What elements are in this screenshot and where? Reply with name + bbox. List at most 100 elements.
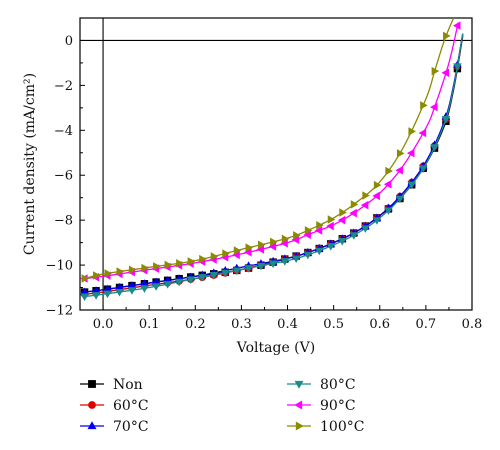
data-point <box>349 208 357 218</box>
y-axis-ticks: 0 −2 −4 −6 −8 −10 −12 <box>46 17 85 319</box>
data-point <box>304 226 313 235</box>
data-point <box>141 263 149 273</box>
data-point <box>431 66 440 76</box>
data-point <box>407 181 416 190</box>
data-point <box>360 200 369 210</box>
legend: Non 60°C 70°C 80°C 90°C 100°C <box>80 377 364 435</box>
data-point <box>418 165 428 173</box>
data-point <box>420 101 428 110</box>
series-line <box>84 35 464 293</box>
data-point <box>293 231 301 240</box>
data-point <box>373 180 382 190</box>
legend-item: 100°C <box>287 419 364 435</box>
x-axis-ticks: 0.0 0.1 0.2 0.3 0.4 0.5 0.6 0.7 0.8 <box>93 305 483 332</box>
data-point <box>187 257 196 266</box>
data-point <box>164 260 173 270</box>
data-point <box>385 166 393 176</box>
data-point <box>361 225 370 233</box>
plot-frame <box>79 17 473 311</box>
x-tick-label: 0.3 <box>231 317 252 332</box>
data-point <box>314 226 323 235</box>
data-point <box>222 249 230 258</box>
legend-marker <box>88 380 96 388</box>
data-point <box>232 267 242 275</box>
legend-item: 70°C <box>80 419 149 435</box>
data-point <box>197 274 207 282</box>
data-point <box>127 287 137 295</box>
data-point <box>349 232 359 240</box>
data-point <box>210 252 219 261</box>
data-point <box>174 278 184 287</box>
data-point <box>452 21 461 30</box>
data-point <box>441 68 450 78</box>
data-point <box>115 288 124 297</box>
data-point <box>337 215 346 225</box>
data-point <box>395 195 405 204</box>
data-point <box>151 283 161 291</box>
data-point <box>408 127 416 136</box>
data-point <box>395 165 403 175</box>
data-point <box>372 217 382 225</box>
data-point <box>176 259 184 268</box>
data-point <box>268 260 278 269</box>
data-point <box>383 179 392 189</box>
data-point <box>327 215 336 224</box>
data-point <box>81 274 90 283</box>
legend-item: 80°C <box>287 377 356 393</box>
legend-label: 80°C <box>320 377 356 393</box>
data-point <box>153 262 161 271</box>
data-point <box>270 237 278 247</box>
y-tick-label: −12 <box>46 304 73 319</box>
legend-item: 90°C <box>287 398 356 414</box>
y-axis-title: Current density (mA/cm²) <box>22 73 38 255</box>
data-point <box>280 258 290 266</box>
legend-label: 100°C <box>320 419 364 435</box>
data-point <box>209 271 218 280</box>
data-point <box>316 221 324 230</box>
data-point <box>221 269 230 278</box>
data-point <box>362 191 370 200</box>
y-tick-label: −10 <box>46 259 73 274</box>
series-line <box>84 33 464 293</box>
data-point <box>441 115 451 124</box>
data-point <box>303 251 313 260</box>
x-tick-label: 0.2 <box>185 317 206 332</box>
y-tick-label: −2 <box>54 79 73 94</box>
y-tick-label: −4 <box>54 124 73 139</box>
legend-label: 70°C <box>113 419 149 435</box>
series-1 <box>80 33 464 298</box>
y-tick-label: −6 <box>54 169 73 184</box>
x-tick-label: 0.0 <box>93 317 114 332</box>
legend-label: Non <box>113 377 143 393</box>
data-point <box>338 237 347 246</box>
data-point <box>384 207 393 215</box>
data-point <box>186 276 195 284</box>
series-3 <box>80 33 464 302</box>
data-point <box>291 255 301 263</box>
data-point <box>257 240 266 250</box>
reference-lines <box>80 18 472 310</box>
data-point <box>314 247 324 256</box>
data-point <box>396 149 405 158</box>
series-line <box>84 33 464 298</box>
data-point <box>406 148 415 158</box>
data-point <box>350 200 359 209</box>
data-point <box>93 271 101 280</box>
data-point <box>140 285 149 293</box>
data-point <box>339 208 347 217</box>
data-point <box>418 128 427 138</box>
data-point <box>103 290 112 299</box>
x-tick-label: 0.6 <box>369 317 390 332</box>
series-line <box>84 18 455 280</box>
legend-label: 60°C <box>113 398 149 414</box>
x-tick-label: 0.8 <box>462 317 483 332</box>
x-tick-label: 0.4 <box>277 317 298 332</box>
x-tick-label: 0.5 <box>323 317 344 332</box>
x-axis-title: Voltage (V) <box>236 340 315 356</box>
data-point <box>326 243 336 251</box>
data-point <box>91 292 101 300</box>
legend-marker <box>87 421 97 430</box>
data-point <box>80 293 89 302</box>
legend-marker <box>294 380 304 389</box>
x-tick-label: 0.1 <box>139 317 160 332</box>
